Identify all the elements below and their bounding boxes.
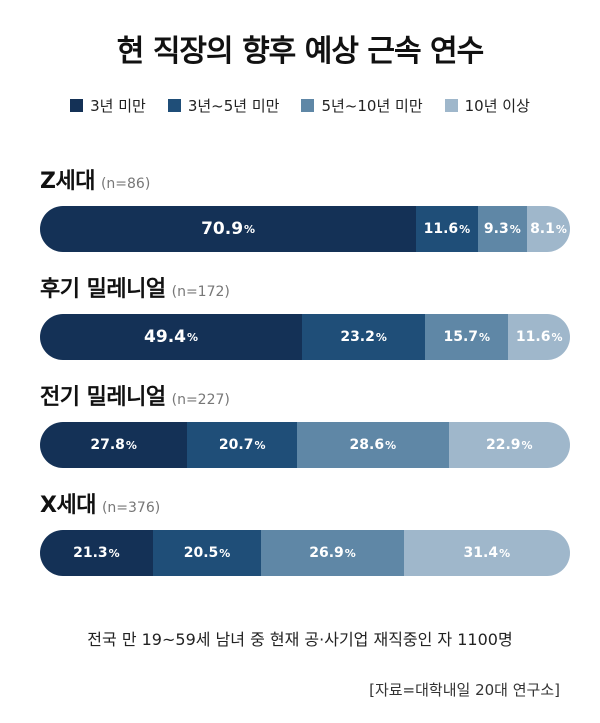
group-header: 전기 밀레니얼 (n=227) (40, 379, 570, 413)
bar-group: X세대 (n=376) 21.3% 20.5% 26.9% 31.4% (40, 487, 570, 576)
legend-item: 5년~10년 미만 (301, 95, 423, 116)
segment-unit: % (521, 438, 533, 452)
bar-segment: 20.7% (187, 422, 298, 468)
legend-item: 10년 이상 (444, 95, 530, 116)
stacked-bar: 27.8% 20.7% 28.6% 22.9% (40, 422, 570, 468)
legend-label: 10년 이상 (464, 97, 530, 115)
group-header: 후기 밀레니얼 (n=172) (40, 271, 570, 305)
segment-value-label: 23.2 (340, 329, 375, 345)
bar-segment: 8.1% (527, 206, 570, 252)
segment-value-label: 49.4 (144, 327, 186, 347)
segment-unit: % (551, 330, 563, 344)
legend-swatch (167, 99, 181, 112)
legend-swatch (301, 99, 315, 112)
source-note: [자료=대학내일 20대 연구소] (369, 681, 560, 699)
group-header: Z세대 (n=86) (40, 163, 570, 197)
segment-value-label: 20.5 (183, 545, 219, 561)
segment-unit: % (479, 330, 491, 344)
legend-swatch (70, 99, 84, 112)
group-sample-size: (n=86) (100, 176, 151, 192)
segment-value-label: 31.4 (463, 545, 499, 561)
segment-unit: % (125, 438, 137, 452)
segment-unit: % (254, 438, 266, 452)
bar-segment: 9.3% (477, 206, 527, 252)
segment-value-label: 27.8 (90, 437, 125, 453)
segment-unit: % (459, 222, 471, 236)
bar-segment: 22.9% (448, 422, 570, 468)
stacked-bar: 49.4% 23.2% 15.7% 11.6% (40, 314, 570, 360)
segment-unit: % (187, 330, 199, 344)
segment-unit: % (244, 222, 256, 236)
legend-swatch (444, 99, 458, 112)
segment-value-label: 20.7 (218, 437, 254, 453)
legend-label: 3년 미만 (90, 97, 146, 115)
segment-unit: % (344, 546, 356, 560)
segment-unit: % (499, 546, 511, 560)
legend-label: 3년~5년 미만 (187, 97, 280, 115)
bar-segment: 20.5% (152, 530, 262, 576)
group-label: 후기 밀레니얼 (40, 277, 166, 302)
stacked-bar: 70.9% 11.6% 9.3% 8.1% (40, 206, 570, 252)
segment-value-label: 70.9 (201, 219, 244, 239)
chart-title: 현 직장의 향후 예상 근속 연수 (116, 34, 484, 69)
segment-value-label: 28.6 (349, 437, 385, 453)
bar-segment: 49.4% (40, 314, 303, 360)
segment-value-label: 22.9 (486, 437, 521, 453)
bar-group: 전기 밀레니얼 (n=227) 27.8% 20.7% 28.6% 22.9% (40, 379, 570, 468)
group-sample-size: (n=376) (101, 500, 161, 516)
segment-unit: % (555, 222, 567, 236)
bar-segment: 70.9% (40, 206, 417, 252)
group-header: X세대 (n=376) (40, 487, 570, 521)
group-label: 전기 밀레니얼 (40, 385, 166, 410)
footnote: 전국 만 19~59세 남녀 중 현재 공·사기업 재직중인 자 1100명 (87, 630, 513, 649)
stacked-bar: 21.3% 20.5% 26.9% 31.4% (40, 530, 570, 576)
bar-segment: 27.8% (40, 422, 188, 468)
segment-value-label: 11.6 (515, 329, 551, 345)
bar-segment: 28.6% (297, 422, 449, 468)
group-sample-size: (n=227) (171, 392, 230, 408)
segment-unit: % (108, 546, 120, 560)
legend-item: 3년~5년 미만 (167, 95, 280, 116)
bar-segment: 11.6% (508, 314, 570, 360)
segment-unit: % (375, 330, 387, 344)
segment-unit: % (219, 546, 231, 560)
bar-segment: 26.9% (261, 530, 404, 576)
group-label: Z세대 (40, 169, 95, 194)
segment-value-label: 11.6 (423, 221, 459, 237)
bar-segment: 11.6% (416, 206, 478, 252)
legend-label: 5년~10년 미만 (321, 97, 423, 115)
group-sample-size: (n=172) (171, 284, 230, 300)
bar-segment: 23.2% (302, 314, 426, 360)
segment-value-label: 21.3 (73, 545, 108, 561)
bar-segment: 15.7% (425, 314, 509, 360)
segment-value-label: 9.3 (483, 221, 509, 237)
bar-group: 후기 밀레니얼 (n=172) 49.4% 23.2% 15.7% 11.6% (40, 271, 570, 360)
bar-group: Z세대 (n=86) 70.9% 11.6% 9.3% 8.1% (40, 163, 570, 252)
group-label: X세대 (40, 493, 96, 518)
segment-unit: % (385, 438, 397, 452)
segment-value-label: 26.9 (309, 545, 344, 561)
bar-segment: 21.3% (40, 530, 153, 576)
segment-unit: % (509, 222, 521, 236)
segment-value-label: 15.7 (443, 329, 479, 345)
legend: 3년 미만 3년~5년 미만 5년~10년 미만 10년 이상 (0, 95, 600, 116)
bar-segment: 31.4% (403, 530, 570, 576)
legend-item: 3년 미만 (70, 95, 146, 116)
segment-value-label: 8.1 (530, 221, 555, 237)
